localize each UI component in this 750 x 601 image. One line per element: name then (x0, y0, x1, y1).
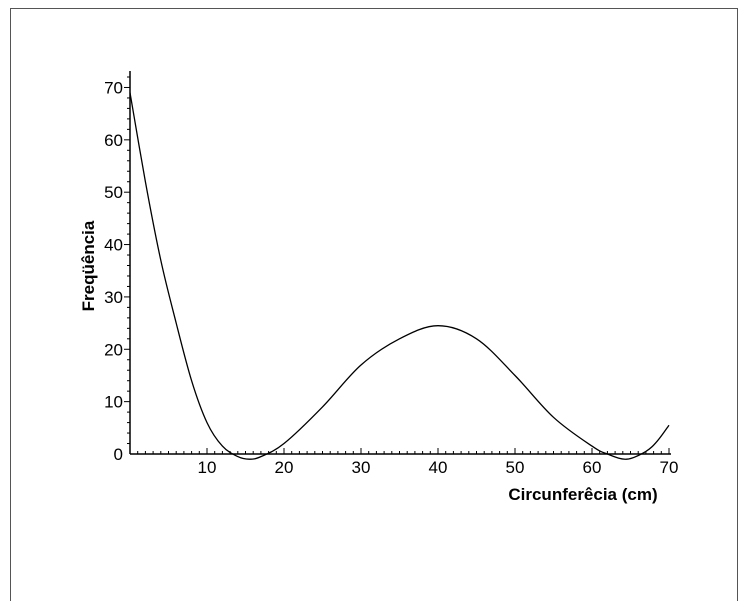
ticks: 10 20 30 40 50 60 70 0 10 20 30 40 50 60 70 (104, 76, 679, 477)
y-tick-label: 30 (104, 288, 123, 307)
y-tick-label: 20 (104, 340, 123, 359)
axes (129, 71, 671, 455)
y-tick-label: 0 (114, 445, 123, 464)
chart-frame (10, 8, 738, 601)
x-tick-label: 10 (198, 458, 217, 477)
y-tick-label: 40 (104, 236, 123, 255)
x-tick-label: 60 (583, 458, 602, 477)
x-tick-label: 70 (660, 458, 679, 477)
series-line (129, 92, 670, 460)
x-tick-label: 50 (506, 458, 525, 477)
y-tick-label: 10 (104, 393, 123, 412)
x-tick-label: 20 (275, 458, 294, 477)
x-axis-label: Circunferêcia (cm) (508, 485, 657, 504)
y-tick-label: 60 (104, 131, 123, 150)
series-layer (129, 92, 670, 460)
x-tick-label: 40 (429, 458, 448, 477)
y-tick-label: 50 (104, 183, 123, 202)
y-tick-label: 70 (104, 78, 123, 97)
x-tick-label: 30 (352, 458, 371, 477)
y-axis-label: Freqüência (79, 220, 98, 311)
